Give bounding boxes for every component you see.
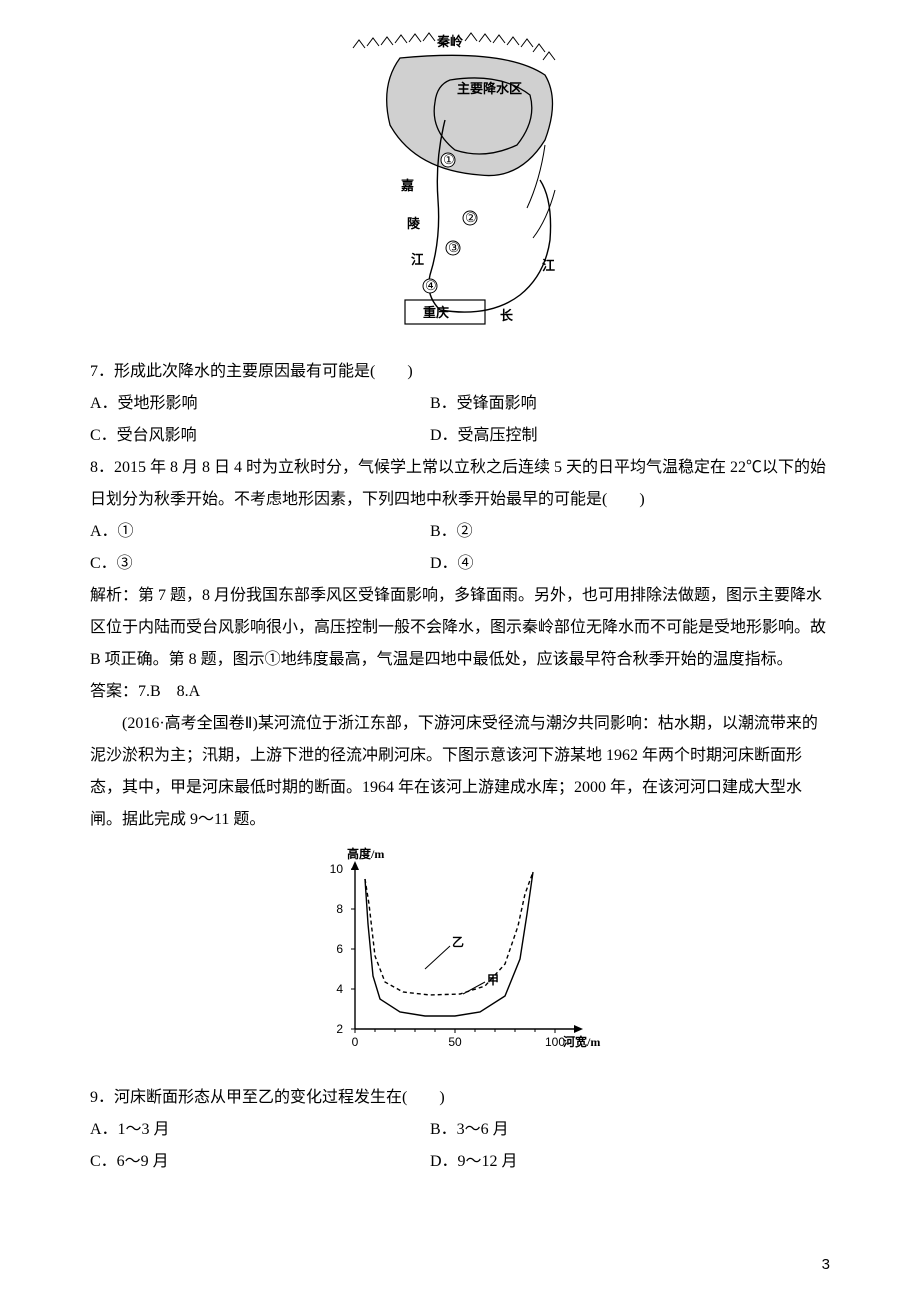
ling-label: 陵 — [407, 216, 421, 231]
ytick-10: 10 — [330, 862, 344, 876]
jia-label: 甲 — [487, 973, 499, 987]
ytick-4: 4 — [336, 982, 343, 996]
x-arrow-icon — [574, 1025, 583, 1033]
jiang2-label: 江 — [542, 258, 555, 273]
q8-stem: 8．2015 年 8 月 8 日 4 时为立秋时分，气候学上常以立秋之后连续 5… — [90, 452, 830, 516]
q8-row2: C．③ D．④ — [90, 548, 830, 580]
q7-row2: C．受台风影响 D．受高压控制 — [90, 420, 830, 452]
ytick-8: 8 — [336, 902, 343, 916]
q7-row1: A．受地形影响 B．受锋面影响 — [90, 388, 830, 420]
leader-jia — [463, 982, 485, 994]
trib2 — [533, 190, 555, 238]
m3-label: ③ — [448, 240, 460, 255]
xtick-0: 0 — [352, 1035, 359, 1049]
q8-opt-b: B．② — [430, 516, 830, 548]
answer-1: 答案：7.B 8.A — [90, 676, 830, 708]
q7-stem: 7．形成此次降水的主要原因最有可能是( ) — [90, 356, 830, 388]
chongqing-label: 重庆 — [423, 305, 449, 320]
q8-row1: A．① B．② — [90, 516, 830, 548]
q9-stem: 9．河床断面形态从甲至乙的变化过程发生在( ) — [90, 1082, 830, 1114]
q9-opt-c: C．6～9 月 — [90, 1146, 430, 1178]
ytick-6: 6 — [336, 942, 343, 956]
q9-row1: A．1～3 月 B．3～6 月 — [90, 1114, 830, 1146]
q7-opt-b: B．受锋面影响 — [430, 388, 830, 420]
jia-label: 嘉 — [400, 178, 414, 193]
xtick-50: 50 — [448, 1035, 462, 1049]
passage: (2016·高考全国卷Ⅱ)某河流位于浙江东部，下游河床受径流与潮汐共同影响：枯水… — [90, 708, 830, 836]
m2-label: ② — [465, 210, 477, 225]
m4-label: ④ — [425, 278, 437, 293]
rain-zone: 主要降水区 — [387, 55, 553, 175]
q7-opt-d: D．受高压控制 — [430, 420, 830, 452]
qinling-label: 秦岭 — [436, 34, 463, 49]
line-jia — [365, 872, 533, 1016]
leader-yi — [425, 946, 450, 969]
figure-1: 秦岭 主要降水区 嘉 陵 江 江 长 重庆 ① ② ③ ④ — [90, 30, 830, 342]
line-yi — [365, 872, 533, 995]
q8-opt-a: A．① — [90, 516, 430, 548]
cross-section-svg: 2 4 6 8 10 0 50 100 高度/m — [305, 846, 615, 1056]
q9-opt-b: B．3～6 月 — [430, 1114, 830, 1146]
m1-label: ① — [443, 152, 455, 167]
ytick-2: 2 — [336, 1022, 343, 1036]
page-number: 3 — [822, 1250, 830, 1280]
q9-opt-d: D．9～12 月 — [430, 1146, 830, 1178]
explain-1: 解析：第 7 题，8 月份我国东部季风区受锋面影响，多锋面雨。另外，也可用排除法… — [90, 580, 830, 676]
jiang1-label: 江 — [411, 252, 424, 267]
q8-opt-c: C．③ — [90, 548, 430, 580]
y-title: 高度/m — [347, 846, 384, 861]
x-title: 河宽/m — [562, 1034, 600, 1049]
chang-label: 长 — [500, 308, 514, 323]
rain-zone-label: 主要降水区 — [457, 81, 522, 96]
yi-label: 乙 — [452, 935, 464, 949]
q9-row2: C．6～9 月 D．9～12 月 — [90, 1146, 830, 1178]
q8-opt-d: D．④ — [430, 548, 830, 580]
q9-opt-a: A．1～3 月 — [90, 1114, 430, 1146]
q7-opt-c: C．受台风影响 — [90, 420, 430, 452]
q7-opt-a: A．受地形影响 — [90, 388, 430, 420]
figure-2: 2 4 6 8 10 0 50 100 高度/m — [90, 846, 830, 1068]
map-svg: 秦岭 主要降水区 嘉 陵 江 江 长 重庆 ① ② ③ ④ — [345, 30, 575, 330]
